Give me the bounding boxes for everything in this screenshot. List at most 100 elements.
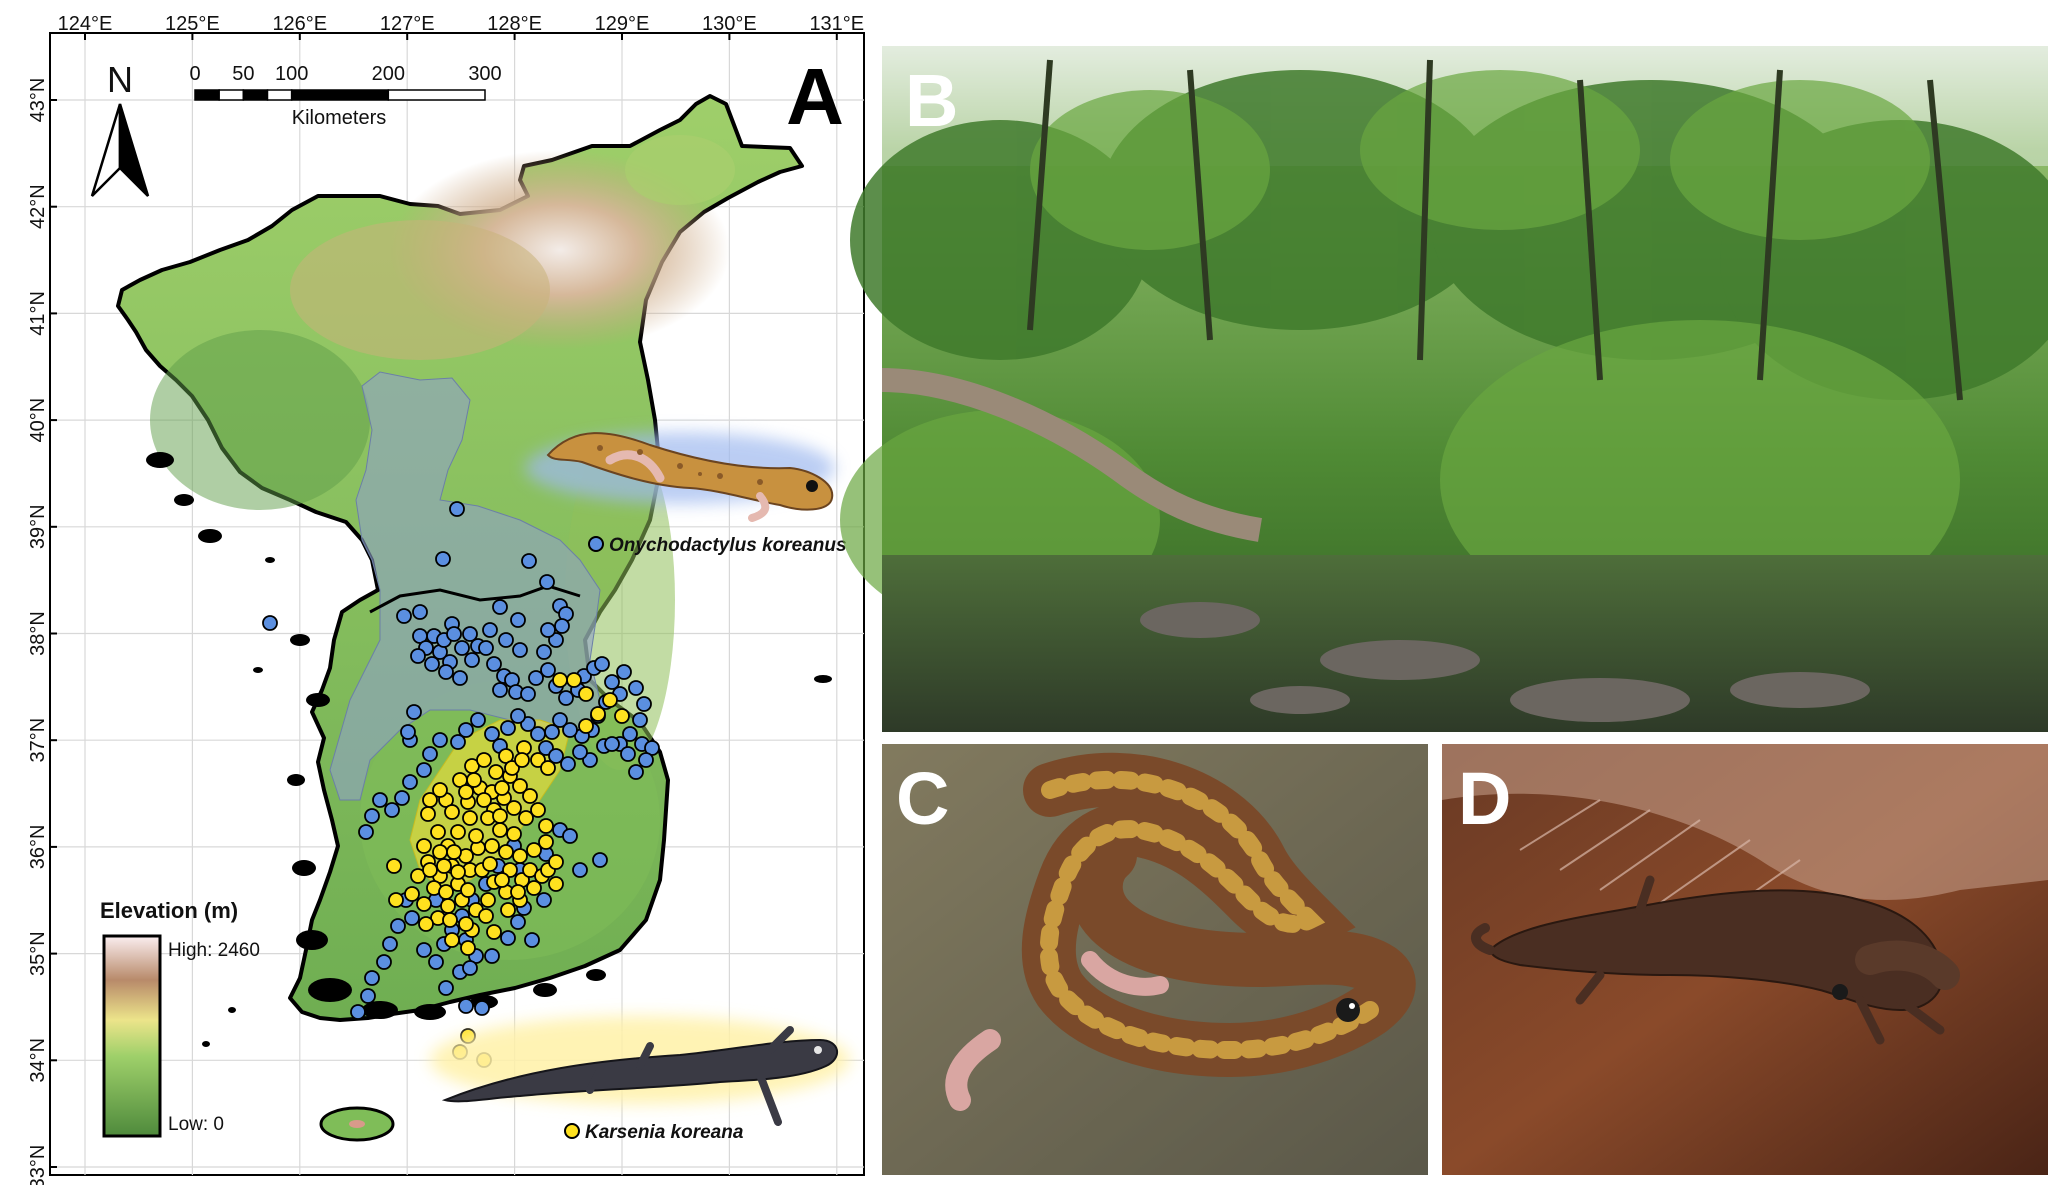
scale-tick-label: 200 (372, 63, 405, 85)
latitude-tick-label: 37°N (27, 718, 49, 763)
onychodactylus-point (540, 622, 556, 638)
onychodactylus-point (484, 948, 500, 964)
onychodactylus-point (548, 748, 564, 764)
onychodactylus-point (594, 656, 610, 672)
karsenia-point (404, 886, 420, 902)
karsenia-illustration (430, 1016, 850, 1126)
karsenia-point (512, 848, 528, 864)
onychodactylus-point (470, 712, 486, 728)
onychodactylus-point (422, 746, 438, 762)
longitude-tick-label: 131°E (809, 13, 864, 35)
onychodactylus-point (500, 930, 516, 946)
onychodactylus-point (520, 716, 536, 732)
onychodactylus-point (620, 746, 636, 762)
onychodactylus-point (384, 802, 400, 818)
onychodactylus-point (364, 808, 380, 824)
onychodactylus-point (492, 682, 508, 698)
onychodactylus-point (400, 724, 416, 740)
karsenia-point (512, 778, 528, 794)
onychodactylus-point (552, 712, 568, 728)
onychodactylus-point (572, 862, 588, 878)
latitude-tick-label: 39°N (27, 504, 49, 549)
onychodactylus-point (540, 662, 556, 678)
onychodactylus-point (482, 622, 498, 638)
karsenia-point (478, 908, 494, 924)
karsenia-occurrence-points (386, 672, 630, 1068)
onychodactylus-point (524, 932, 540, 948)
karsenia-point (432, 844, 448, 860)
elevation-high-label: High: 2460 (168, 940, 260, 961)
onychodactylus-point (622, 726, 638, 742)
panel-letter-c: C (896, 757, 949, 840)
karsenia-point (432, 782, 448, 798)
scale-tick-label: 0 (189, 63, 200, 85)
onychodactylus-point (510, 708, 526, 724)
onychodactylus-point (412, 604, 428, 620)
legend-item-karsenia: Karsenia koreana (564, 1122, 744, 1143)
karsenia-point (482, 856, 498, 872)
onychodactylus-point (364, 970, 380, 986)
karsenia-point (458, 916, 474, 932)
longitude-tick-label: 127°E (380, 13, 435, 35)
onychodactylus-point (632, 712, 648, 728)
scale-bar-segment (242, 89, 269, 101)
onychodactylus-point (521, 553, 537, 569)
north-arrow-label: N (107, 59, 133, 100)
karsenia-point (510, 884, 526, 900)
onychodactylus-point (458, 722, 474, 738)
scale-tick-label: 50 (232, 63, 254, 85)
karsenia-point (462, 810, 478, 826)
karsenia-point (526, 880, 542, 896)
onychodactylus-point (560, 756, 576, 772)
karsenia-point (504, 760, 520, 776)
legend-item-onychodactylus: Onychodactylus koreanus (588, 535, 847, 556)
karsenia-salamander-photo: D (1442, 744, 2048, 1175)
onychodactylus-point (410, 648, 426, 664)
onychodactylus-point (432, 732, 448, 748)
panel-letter-b: B (905, 59, 958, 142)
scale-bar-segment (266, 89, 293, 101)
karsenia-point (416, 838, 432, 854)
karsenia-point (444, 932, 460, 948)
karsenia-point (492, 808, 508, 824)
onychodactylus-point (628, 764, 644, 780)
scale-tick-label: 100 (275, 63, 308, 85)
onychodactylus-salamander-photo: C (882, 744, 1428, 1175)
onychodactylus-point (450, 734, 466, 750)
karsenia-point (522, 788, 538, 804)
onychodactylus-point (510, 612, 526, 628)
latitude-tick-label: 41°N (27, 291, 49, 336)
latitude-tick-label: 38°N (27, 611, 49, 656)
elevation-legend: Elevation (m) High: 2460 Low: 0 (100, 898, 260, 1138)
forest-stream-habitat-photo: B (840, 46, 2048, 732)
elevation-color-ramp (102, 934, 162, 1138)
onychodactylus-point (510, 914, 526, 930)
karsenia-point (614, 708, 630, 724)
north-arrow: N (90, 59, 150, 197)
karsenia-point (460, 882, 476, 898)
karsenia-point (492, 822, 508, 838)
longitude-tick-label: 130°E (702, 13, 757, 35)
onychodactylus-point (562, 828, 578, 844)
legend-label-onychodactylus: Onychodactylus koreanus (609, 535, 847, 556)
onychodactylus-point (446, 626, 462, 642)
karsenia-point (548, 854, 564, 870)
karsenia-point (418, 916, 434, 932)
onychodactylus-point (582, 752, 598, 768)
map-panel: 124°E 125°E 126°E 127°E 128°E 129°E 130°E 131°E… (27, 13, 865, 1185)
karsenia-point (450, 864, 466, 880)
elevation-low-label: Low: 0 (168, 1114, 224, 1135)
onychodactylus-point (638, 752, 654, 768)
onychodactylus-point (536, 644, 552, 660)
longitude-tick-label: 128°E (487, 13, 542, 35)
karsenia-point (476, 792, 492, 808)
onychodactylus-point (458, 998, 474, 1014)
karsenia-point (480, 892, 496, 908)
onychodactylus-point (520, 686, 536, 702)
onychodactylus-point (462, 960, 478, 976)
latitude-tick-label: 35°N (27, 931, 49, 976)
latitude-tick-label: 40°N (27, 398, 49, 443)
onychodactylus-point (492, 599, 508, 615)
karsenia-point (488, 764, 504, 780)
